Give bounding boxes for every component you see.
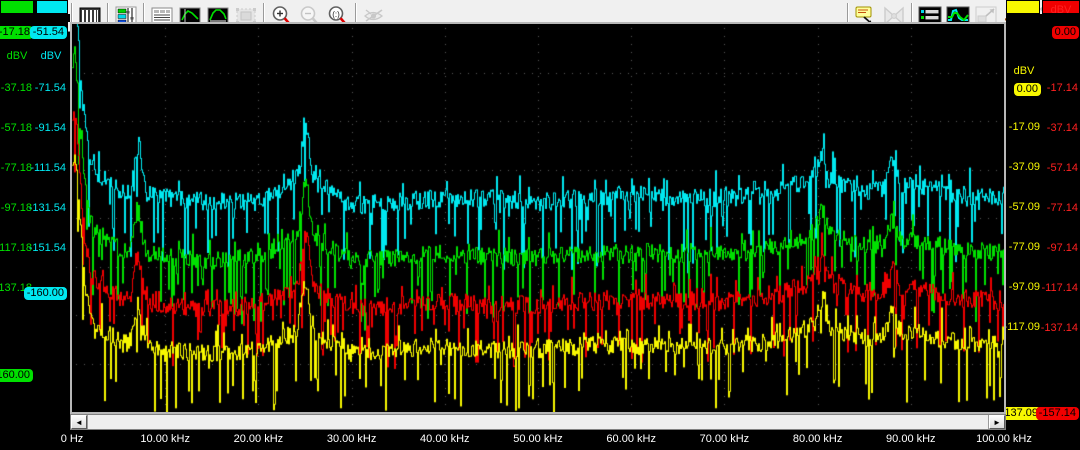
axis-unit-green: dBV: [6, 50, 28, 62]
axis-top-value-yellow: 0.00: [1013, 83, 1041, 96]
toolbar-group-display: (:): [68, 0, 388, 32]
axis-unit-cyan: dBV: [40, 50, 62, 62]
axis-tick-yellow-0: -17.09: [1008, 121, 1040, 133]
axis-tick-cyan-0: -71.54: [34, 82, 66, 94]
freq-label-6: 60.00 kHz: [606, 433, 656, 445]
axis-tick-cyan-3: -131.54: [28, 202, 66, 214]
toolbar-separator: [911, 2, 914, 29]
axis-tick-red-6: -137.14: [1040, 322, 1078, 334]
freq-label-9: 90.00 kHz: [886, 433, 936, 445]
toolbar-separator: [143, 2, 145, 29]
toolbar-separator: [107, 2, 109, 29]
axis-bottom-value-green: -160.00: [0, 369, 33, 382]
freq-label-0: 0 Hz: [60, 433, 84, 445]
axis-red: dBV 0.00 -17.14 -37.14 -57.14 -77.14 -97.14 -11…: [1035, 4, 1080, 450]
axis-tick-red-3: -77.14: [1046, 202, 1078, 214]
axis-tick-green-3: -97.18: [0, 202, 32, 214]
axis-tick-red-5: -117.14: [1041, 282, 1079, 294]
axis-tick-cyan-1: -91.54: [34, 122, 66, 134]
freq-label-7: 70.00 kHz: [699, 433, 750, 445]
spectrum-plot-canvas[interactable]: [72, 24, 1004, 412]
axis-top-value-cyan: -51.54: [29, 26, 67, 39]
axis-green: dBV -17.18 -37.18 -57.18 -77.18 -97.18 -117.18…: [0, 14, 34, 450]
expand-window-icon: [973, 3, 999, 29]
freq-label-8: 80.00 kHz: [792, 433, 843, 445]
scroll-right-arrow[interactable]: ►: [989, 415, 1005, 429]
axis-tick-red-0: -17.14: [1046, 82, 1078, 94]
channel-swatch-cyan: [36, 0, 68, 14]
zoom-reset-icon[interactable]: (:): [325, 3, 351, 29]
axis-cyan: dBV -51.54 -71.54 -91.54 -111.54 -131.54 -151.…: [23, 14, 68, 450]
freq-label-4: 40.00 kHz: [420, 433, 470, 445]
axis-tick-green-0: -37.18: [0, 82, 32, 94]
toolbar-separator: [71, 2, 73, 29]
axis-unit-yellow: dBV: [1013, 65, 1035, 77]
toolbar-separator: [355, 2, 357, 29]
toolbar-separator: [847, 2, 850, 29]
axis-tick-yellow-4: -97.09: [1008, 281, 1040, 293]
scroll-track[interactable]: [87, 415, 989, 429]
axis-tick-green-2: -77.18: [0, 162, 32, 174]
toolbar-separator: [263, 2, 265, 29]
axis-tick-yellow-1: -37.09: [1008, 161, 1040, 173]
axis-bottom-value-cyan: -160.00: [23, 287, 67, 300]
axis-tick-red-1: -37.14: [1046, 122, 1078, 134]
axis-tick-yellow-3: -77.09: [1008, 241, 1040, 253]
axis-bottom-value-red: -157.14: [1035, 407, 1079, 420]
waveform-peak-icon[interactable]: [177, 3, 203, 29]
hide-eye-icon: [361, 3, 387, 29]
channel-swatch-yellow: [1006, 0, 1040, 14]
bowtie-filter-icon: [881, 3, 907, 29]
axis-tick-green-1: -57.18: [0, 122, 32, 134]
axis-tick-green-5: -137.18: [0, 282, 32, 294]
axis-top-value-red: 0.00: [1051, 26, 1079, 39]
freq-label-5: 50.00 kHz: [513, 433, 563, 445]
axis-tick-red-4: -97.14: [1046, 242, 1078, 254]
freq-label-2: 20.00 kHz: [233, 433, 284, 445]
axis-tick-cyan-4: -151.54: [28, 242, 66, 254]
axis-tick-cyan-2: -111.54: [30, 162, 66, 174]
channel-swatch-green: [0, 0, 34, 14]
axis-tick-green-4: -117.18: [0, 242, 32, 254]
plot-area[interactable]: [70, 22, 1006, 414]
frequency-axis: 0 Hz 10.00 kHz 20.00 kHz 30.00 kHz 40.00 kHz…: [0, 430, 1080, 450]
freq-label-3: 30.00 kHz: [326, 433, 377, 445]
axis-bottom-value-yellow: -137.09: [997, 407, 1041, 420]
channel-sliders-icon[interactable]: [113, 3, 139, 29]
waveform-curve-icon[interactable]: [205, 3, 231, 29]
axis-tick-red-2: -57.14: [1046, 162, 1078, 174]
axis-top-value-green: -17.18: [0, 26, 33, 39]
svg-text:(:): (:): [332, 10, 340, 19]
freq-label-1: 10.00 kHz: [140, 433, 190, 445]
axis-tick-yellow-5: -117.09: [1003, 321, 1041, 333]
waveform-overlay-icon[interactable]: [945, 3, 971, 29]
scroll-left-arrow[interactable]: ◄: [71, 415, 87, 429]
channel-legend-icon[interactable]: [917, 3, 943, 29]
axis-unit-red: dBV: [1050, 4, 1072, 16]
axis-yellow: dBV 0.00 -17.09 -37.09 -57.09 -77.09 -97.09 -11…: [997, 14, 1042, 450]
axis-tick-yellow-2: -57.09: [1008, 201, 1040, 213]
freq-label-10: 100.00 kHz: [976, 433, 1032, 445]
horizontal-scrollbar[interactable]: ◄ ►: [70, 414, 1006, 430]
data-table-icon[interactable]: [149, 3, 175, 29]
